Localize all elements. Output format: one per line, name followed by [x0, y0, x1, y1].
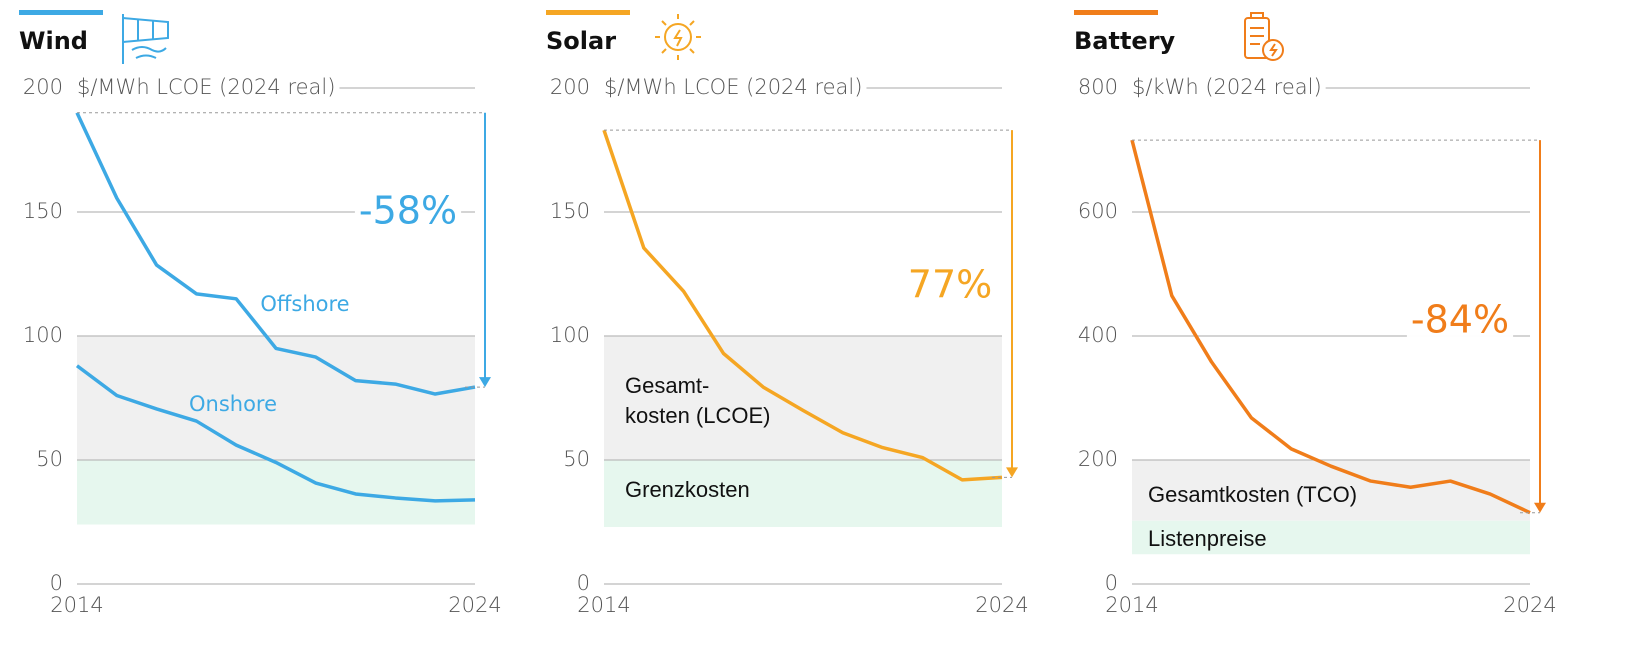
- line: [75, 364, 476, 503]
- y-tick-label: 150: [23, 199, 63, 223]
- arrow-head: [479, 377, 491, 388]
- chart-title: Wind: [19, 27, 88, 55]
- arrow-head: [1534, 502, 1546, 513]
- y-tick-label: 400: [1078, 323, 1118, 347]
- line: [75, 112, 476, 396]
- line: [602, 129, 1003, 482]
- y-tick-label: 50: [36, 447, 63, 471]
- y-axis-label: $/MWh LCOE (2024 real): [604, 75, 862, 99]
- band-label: kosten (LCOE): [625, 403, 771, 428]
- band-label: Gesamt-: [625, 373, 709, 398]
- y-tick-label: 600: [1078, 199, 1118, 223]
- y-axis-label: $/kWh (2024 real): [1132, 75, 1322, 99]
- battery-icon: [1244, 12, 1284, 61]
- annotation-bg: [903, 262, 997, 307]
- y-tick-label: 200: [23, 75, 63, 99]
- y-axis-label: $/MWh LCOE (2024 real): [77, 75, 335, 99]
- annotation-bg: [1406, 297, 1514, 342]
- x-tick-label: 2024: [1503, 593, 1556, 617]
- y-tick-label: 0: [577, 571, 590, 595]
- label-bg: [602, 75, 867, 99]
- x-tick-label: 2014: [1105, 593, 1158, 617]
- change-annotation: 77%: [908, 263, 992, 307]
- annotation-bg: [354, 188, 462, 233]
- label-bg: [75, 75, 340, 99]
- label-bg: [1130, 75, 1326, 99]
- band-label: Grenzkosten: [625, 477, 750, 502]
- band-label: Gesamtkosten (TCO): [1148, 482, 1357, 507]
- band: [1132, 460, 1530, 521]
- y-tick-label: 100: [23, 323, 63, 347]
- band-label: Listenpreise: [1148, 526, 1267, 551]
- solar-icon: [655, 14, 701, 60]
- change-annotation: -84%: [1411, 298, 1509, 342]
- chart-title: Solar: [546, 27, 616, 55]
- series-label: Onshore: [189, 392, 277, 416]
- band: [604, 336, 1002, 460]
- y-tick-label: 0: [50, 571, 63, 595]
- y-tick-label: 100: [550, 323, 590, 347]
- title-bar: [546, 10, 630, 15]
- y-tick-label: 200: [1078, 447, 1118, 471]
- title-bar: [19, 10, 103, 15]
- band: [77, 460, 475, 525]
- y-tick-label: 200: [550, 75, 590, 99]
- y-tick-label: 0: [1105, 571, 1118, 595]
- band: [1132, 520, 1530, 555]
- y-tick-label: 50: [563, 447, 590, 471]
- x-tick-label: 2014: [50, 593, 103, 617]
- chart-title: Battery: [1074, 27, 1176, 55]
- change-annotation: -58%: [359, 189, 457, 233]
- x-tick-label: 2014: [577, 593, 630, 617]
- band: [604, 460, 1002, 527]
- x-tick-label: 2024: [448, 593, 501, 617]
- y-tick-label: 150: [550, 199, 590, 223]
- title-bar: [1074, 10, 1158, 15]
- x-tick-label: 2024: [975, 593, 1028, 617]
- line: [1130, 139, 1531, 515]
- y-tick-label: 800: [1078, 75, 1118, 99]
- arrow-head: [1006, 467, 1018, 478]
- band: [77, 336, 475, 460]
- wind-icon: [122, 14, 169, 64]
- series-label: Offshore: [260, 292, 349, 316]
